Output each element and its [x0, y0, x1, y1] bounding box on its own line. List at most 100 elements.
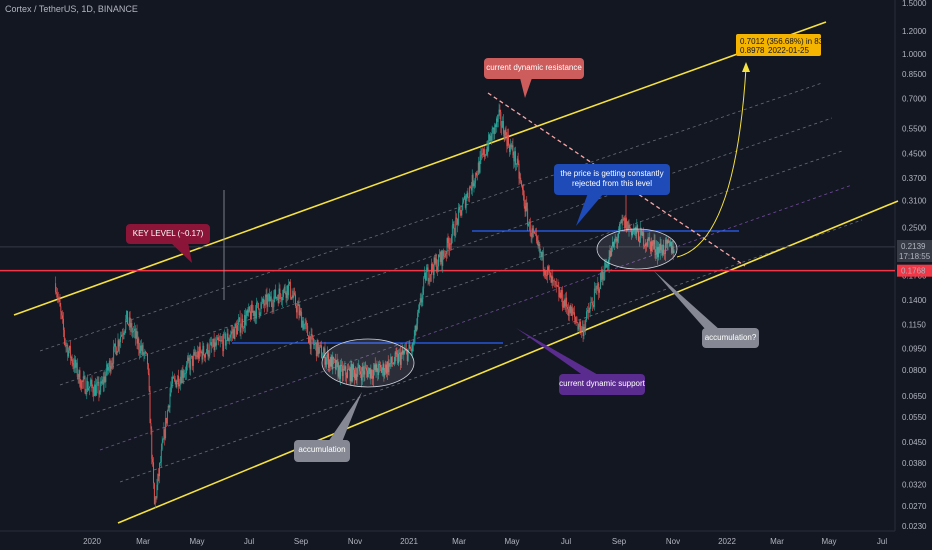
candle-body	[645, 243, 647, 246]
candle-body	[157, 473, 159, 485]
candle-body	[134, 328, 136, 339]
candle-body	[439, 257, 441, 262]
candle-body	[290, 297, 292, 299]
candle-body	[343, 369, 345, 370]
candle-body	[99, 392, 101, 395]
candle-body	[163, 429, 165, 440]
candle-body	[115, 347, 117, 356]
candle-body	[606, 264, 607, 268]
candle-body	[164, 429, 166, 439]
candle-body	[572, 308, 574, 314]
candle-body	[295, 306, 297, 313]
candle-body	[257, 302, 259, 309]
candle-body	[263, 298, 264, 304]
candle-body	[280, 294, 282, 300]
candle-body	[391, 356, 393, 364]
accumulation-q-callout: accumulation?	[654, 271, 759, 348]
x-tick-label: 2022	[718, 537, 736, 546]
y-tick-label: 1.5000	[902, 0, 927, 8]
candle-body	[195, 355, 197, 357]
candle-body	[642, 232, 644, 236]
candle-body	[196, 355, 198, 358]
candle-body	[541, 251, 542, 258]
candle-body	[284, 286, 286, 293]
candle-body	[414, 325, 416, 337]
candle-body	[386, 364, 387, 374]
candle-body	[499, 109, 501, 113]
candle-body	[522, 185, 523, 190]
candle-body	[553, 280, 555, 282]
candle-body	[566, 297, 568, 308]
candle-body	[392, 363, 394, 365]
candle-body	[308, 335, 309, 344]
candle-body	[390, 356, 392, 364]
candle-body	[639, 228, 641, 243]
candle-body	[416, 323, 418, 332]
candle-body	[159, 461, 161, 464]
candle-body	[634, 227, 636, 230]
candle-body	[310, 334, 312, 349]
candle-body	[629, 225, 631, 229]
candle-body	[613, 240, 615, 247]
candle-body	[404, 350, 406, 354]
candle-body	[75, 359, 76, 368]
candle-body	[302, 320, 303, 328]
candle-body	[663, 245, 665, 254]
candle-body	[338, 366, 340, 377]
candle-body	[350, 364, 352, 382]
key-level-callout-text: KEY LEVEL (~0.17)	[133, 229, 204, 238]
candle-body	[112, 362, 114, 364]
candle-body	[380, 367, 382, 373]
candle-body	[661, 249, 663, 255]
projection-target-text: 0.8978	[740, 46, 765, 55]
candle-body	[244, 315, 246, 325]
candle-body	[267, 297, 269, 307]
candle-body	[289, 281, 290, 284]
candle-body	[128, 317, 130, 325]
candle-body	[188, 357, 190, 361]
candle-body	[190, 357, 192, 370]
candle-body	[462, 202, 464, 211]
candle-body	[508, 134, 510, 146]
candle-body	[260, 303, 262, 314]
candle-body	[575, 319, 577, 323]
candle-body	[347, 369, 348, 378]
candle-body	[539, 244, 541, 253]
rejection-callout-text: the price is getting constantly	[560, 169, 663, 178]
candle-body	[476, 174, 478, 176]
symbol-title: Cortex / TetherUS, 1D, BINANCE	[5, 4, 138, 14]
candle-body	[381, 370, 383, 373]
candle-body	[120, 334, 122, 337]
candle-body	[506, 135, 508, 147]
candle-body	[145, 351, 147, 353]
candle-body	[670, 241, 672, 247]
candle-body	[394, 352, 396, 363]
candle-body	[282, 296, 283, 301]
candle-body	[252, 310, 254, 313]
candle-body	[71, 356, 73, 364]
candle-body	[438, 254, 440, 258]
candle-body	[611, 246, 613, 256]
candle-body	[522, 189, 524, 195]
candle-body	[592, 302, 594, 306]
candle-body	[62, 315, 64, 319]
candle-body	[669, 242, 671, 247]
candle-body	[347, 369, 349, 370]
candle-body	[211, 345, 213, 347]
candle-body	[529, 221, 531, 236]
candle-body	[169, 393, 171, 408]
candle-body	[198, 351, 199, 359]
y-tick-label: 0.2500	[902, 223, 927, 232]
candle-body	[82, 380, 83, 382]
candle-body	[103, 376, 105, 385]
candle-body	[559, 292, 561, 297]
candle-body	[593, 305, 594, 307]
candle-body	[100, 381, 102, 393]
candle-body	[356, 374, 358, 381]
candle-body	[373, 364, 375, 370]
candle-body	[532, 228, 534, 233]
candle-body	[463, 198, 465, 203]
candle-body	[154, 497, 156, 505]
